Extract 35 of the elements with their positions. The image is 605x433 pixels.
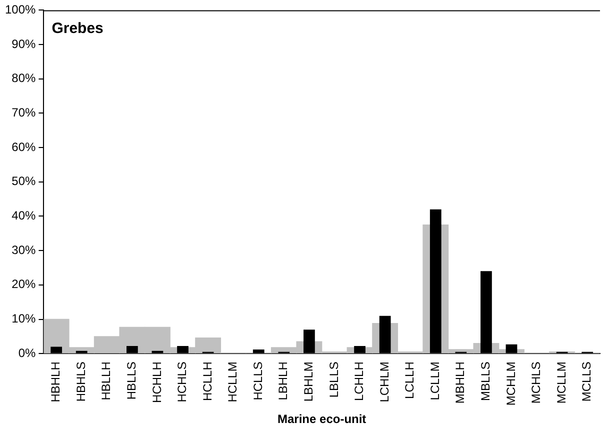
y-tick-label: 50% — [12, 174, 36, 188]
x-tick-label: HBHLH — [48, 362, 63, 402]
x-tick-label: MCLLS — [580, 362, 594, 402]
x-tick-label: LCLLM — [428, 362, 442, 400]
x-tick-label: MCHLS — [529, 362, 544, 404]
y-tick-label: 10% — [12, 312, 36, 326]
x-tick-label: LBHLH — [276, 362, 290, 400]
y-tick-label: 70% — [12, 106, 36, 120]
x-tick-label: HCLLM — [226, 362, 240, 402]
x-tick-label: HCHLH — [150, 362, 164, 403]
x-tick-label: LCHLH — [352, 362, 366, 401]
x-tick-label: LBHLM — [302, 362, 316, 402]
x-tick-label: HCLLS — [250, 362, 265, 400]
y-tick-label: 40% — [12, 208, 36, 223]
x-axis-title: Marine eco-unit — [278, 412, 366, 426]
x-tick-label: HCHLS — [175, 362, 190, 402]
y-tick-label: 0% — [18, 346, 36, 360]
x-tick-label: MBHLH — [453, 362, 468, 404]
y-tick-label: 30% — [12, 242, 36, 257]
x-tick-label: HBLLH — [99, 362, 114, 400]
x-tick-label: HBLLS — [124, 362, 139, 400]
x-tick-label: MCLLM — [554, 362, 568, 404]
x-tick-label: LCLLH — [402, 362, 417, 399]
y-tick-label: 90% — [12, 36, 36, 51]
text: Grebes — [52, 20, 104, 37]
x-tick-label: MBLLS — [478, 362, 493, 401]
y-tick-label: 60% — [12, 140, 36, 154]
y-tick-label: 80% — [12, 71, 36, 86]
y-tick-label: 100% — [4, 2, 36, 17]
y-tick-label: 20% — [12, 277, 36, 292]
x-tick-label: LCHLM — [377, 362, 392, 402]
x-tick-label: HBHLS — [74, 362, 88, 402]
x-tick-label: MCHLM — [504, 362, 518, 406]
x-tick-label: HCLLH — [200, 362, 214, 401]
x-tick-label: LBLLS — [326, 362, 341, 398]
